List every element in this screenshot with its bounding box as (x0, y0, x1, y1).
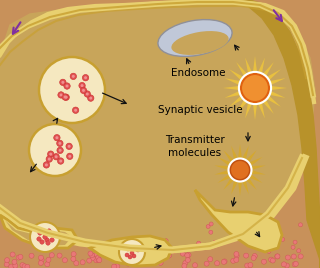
Circle shape (72, 75, 75, 78)
Text: Synaptic vesicle: Synaptic vesicle (158, 105, 242, 115)
Circle shape (82, 75, 89, 81)
Circle shape (119, 254, 124, 259)
Polygon shape (195, 190, 282, 252)
Circle shape (29, 253, 34, 258)
Circle shape (136, 248, 140, 252)
Circle shape (57, 147, 63, 154)
Circle shape (9, 264, 14, 268)
Circle shape (84, 91, 91, 97)
Circle shape (22, 264, 27, 268)
Circle shape (45, 238, 49, 242)
Circle shape (132, 254, 136, 258)
Circle shape (297, 249, 301, 253)
Circle shape (66, 143, 72, 150)
Circle shape (71, 256, 76, 262)
Circle shape (39, 57, 105, 123)
Circle shape (48, 158, 51, 161)
Circle shape (269, 257, 274, 262)
Circle shape (244, 253, 249, 258)
Circle shape (49, 153, 52, 156)
Circle shape (58, 142, 61, 145)
Circle shape (128, 254, 133, 259)
Circle shape (66, 84, 68, 88)
Circle shape (43, 162, 50, 168)
Circle shape (58, 92, 64, 98)
Circle shape (234, 252, 239, 256)
Circle shape (46, 257, 51, 262)
Circle shape (209, 222, 213, 226)
Circle shape (125, 253, 129, 257)
Circle shape (74, 109, 77, 112)
Circle shape (293, 261, 298, 266)
Circle shape (197, 241, 201, 245)
Circle shape (55, 155, 58, 158)
Circle shape (80, 260, 85, 265)
Circle shape (49, 232, 53, 236)
Circle shape (38, 260, 44, 266)
Circle shape (4, 258, 10, 263)
Circle shape (126, 247, 130, 251)
Circle shape (53, 154, 59, 160)
Circle shape (62, 258, 68, 263)
Circle shape (275, 254, 280, 259)
Circle shape (253, 237, 257, 241)
Circle shape (96, 258, 101, 263)
Circle shape (185, 253, 190, 258)
Circle shape (119, 239, 145, 265)
Circle shape (60, 94, 62, 96)
Circle shape (241, 74, 269, 102)
Circle shape (18, 254, 23, 259)
Circle shape (293, 240, 297, 244)
Circle shape (204, 261, 209, 266)
Circle shape (267, 250, 271, 254)
Circle shape (298, 254, 303, 259)
Circle shape (231, 258, 236, 263)
Circle shape (79, 82, 85, 89)
Circle shape (61, 81, 64, 84)
Text: Transmitter
molecules: Transmitter molecules (165, 135, 225, 158)
Circle shape (46, 156, 52, 162)
Circle shape (245, 263, 250, 268)
Circle shape (82, 89, 85, 92)
Circle shape (98, 252, 103, 257)
Circle shape (128, 255, 132, 259)
Polygon shape (0, 215, 78, 248)
Circle shape (193, 263, 197, 268)
Circle shape (39, 258, 44, 262)
Circle shape (234, 253, 239, 258)
Polygon shape (0, 0, 315, 250)
Circle shape (209, 230, 213, 234)
Circle shape (57, 253, 62, 258)
Circle shape (45, 262, 50, 267)
Circle shape (47, 151, 54, 157)
Circle shape (248, 263, 253, 267)
Circle shape (262, 232, 266, 236)
Circle shape (96, 255, 101, 260)
Circle shape (38, 231, 42, 235)
Circle shape (43, 235, 47, 239)
Circle shape (115, 264, 120, 268)
Circle shape (186, 252, 191, 258)
Circle shape (60, 79, 66, 85)
Circle shape (37, 237, 41, 241)
Circle shape (214, 261, 220, 266)
Circle shape (10, 252, 15, 257)
Circle shape (62, 94, 68, 100)
Circle shape (30, 222, 60, 252)
Circle shape (180, 251, 185, 256)
Polygon shape (90, 236, 172, 266)
Circle shape (68, 145, 71, 148)
Circle shape (25, 264, 30, 268)
Circle shape (292, 262, 297, 267)
Circle shape (12, 259, 17, 265)
Circle shape (64, 95, 67, 99)
Circle shape (237, 226, 242, 230)
Circle shape (81, 84, 84, 87)
Circle shape (285, 255, 290, 260)
Circle shape (172, 250, 176, 254)
Circle shape (164, 239, 168, 243)
Circle shape (132, 255, 137, 260)
Circle shape (208, 257, 213, 262)
Circle shape (206, 225, 210, 229)
